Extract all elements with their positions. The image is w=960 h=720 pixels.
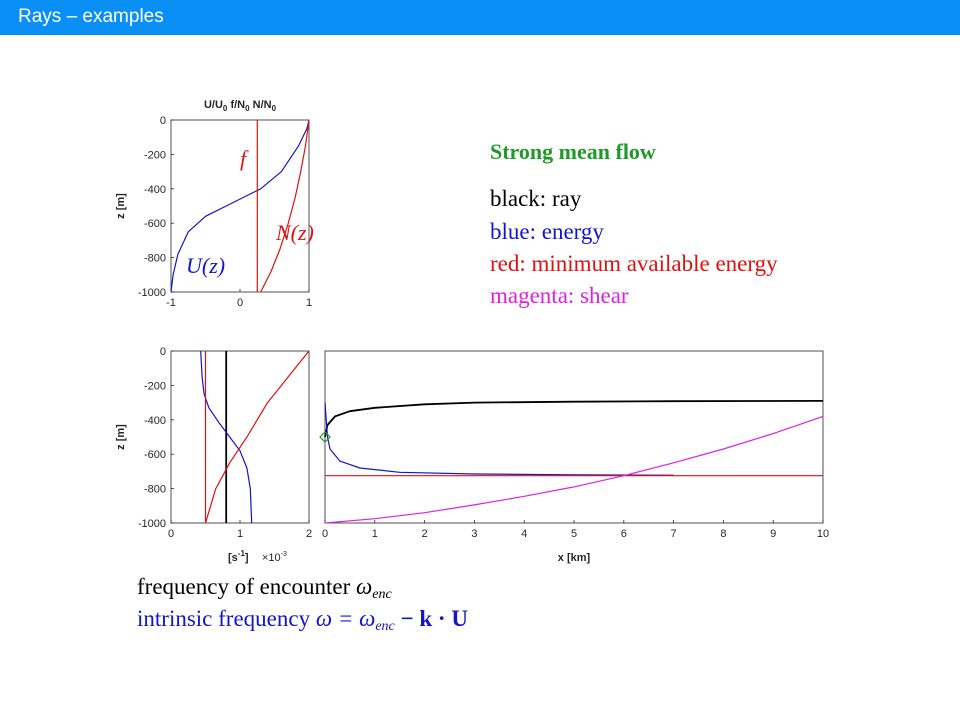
profiles-ytick-label: -200 [144, 149, 166, 161]
ray-path-xtick-label: 4 [521, 528, 527, 540]
frequencies-chart: 0 1 2 0 -200 -400 -600 -800 -1000 [138, 346, 312, 540]
ray-path-chart: 0 1 2 3 4 5 6 7 8 9 10 [319, 399, 829, 540]
frequencies-xtick-label: 1 [237, 528, 243, 540]
ray-path-xtick-label: 9 [770, 528, 776, 540]
frequencies-series-blue [200, 350, 253, 524]
annotation-N: N(z) [275, 220, 314, 245]
ray-path-xtick-label: 7 [671, 528, 677, 540]
profiles-ytick-label: -400 [144, 184, 166, 196]
legend-item-ray: black: ray [490, 186, 582, 211]
frequencies-ylabel: z [m] [115, 424, 127, 450]
frequencies-series-red-curve [204, 350, 310, 524]
ray-path-start-marker [319, 431, 331, 443]
frequencies-ytick-label: -600 [144, 449, 166, 461]
frequencies-ytick-label: -200 [144, 380, 166, 392]
profiles-chart: -1 0 1 0 -200 -400 -600 -800 -1000 [138, 115, 312, 309]
profiles-ytick-label: -800 [144, 253, 166, 265]
ray-path-series-black-ray [324, 399, 824, 438]
frequencies-exponent: ×10-3 [262, 551, 287, 564]
ray-xlabel: x [km] [558, 552, 591, 564]
title-bar: Rays – examples [0, 0, 960, 35]
legend-heading: Strong mean flow [490, 139, 656, 164]
profiles-ytick-label: 0 [160, 115, 166, 127]
annotation-U: U(z) [186, 253, 225, 278]
profiles-ytick-label: -600 [144, 218, 166, 230]
profiles-ytick-label: -1000 [138, 287, 166, 299]
profiles-series-n-z- [260, 119, 310, 293]
frequencies-xlabel: [s-1] [228, 549, 249, 564]
ray-path-xtick-label: 6 [621, 528, 627, 540]
legend-item-shear: magenta: shear [490, 283, 629, 308]
profiles-xtick-label: 1 [306, 297, 312, 309]
profiles-plot-frame [170, 119, 310, 293]
ray-path-xtick-label: 2 [422, 528, 428, 540]
legend-item-energy: blue: energy [490, 219, 604, 244]
caption-encounter-frequency: frequency of encounter ωenc [137, 574, 392, 602]
frequencies-xtick-label: 0 [168, 528, 174, 540]
caption-intrinsic-frequency: intrinsic frequency ω = ωenc − k · U [137, 606, 468, 634]
ray-path-series-blue-energy [324, 402, 674, 476]
profiles-ylabel: z [m] [115, 193, 127, 219]
profiles-series-u-z- [170, 119, 310, 293]
ray-path-xtick-label: 8 [720, 528, 726, 540]
ray-path-xtick-label: 0 [322, 528, 328, 540]
ray-path-xtick-label: 10 [817, 528, 829, 540]
page-title: Rays – examples [18, 6, 164, 27]
profiles-plot-title: U/U0 f/N0 N/N0 [204, 99, 277, 113]
frequencies-xtick-label: 2 [306, 528, 312, 540]
frequencies-ytick-label: 0 [160, 346, 166, 358]
ray-path-series-magenta-shear [324, 415, 824, 524]
ray-path-xtick-label: 5 [571, 528, 577, 540]
ray-plot-frame [324, 350, 824, 524]
annotation-f: f [240, 146, 249, 171]
frequencies-ytick-label: -400 [144, 415, 166, 427]
frequencies-ytick-label: -1000 [138, 518, 166, 530]
frequencies-ytick-label: -800 [144, 484, 166, 496]
ray-path-xtick-label: 3 [471, 528, 477, 540]
ray-path-xtick-label: 1 [372, 528, 378, 540]
profiles-xtick-label: -1 [166, 297, 176, 309]
legend-item-min-energy: red: minimum available energy [490, 251, 778, 276]
profiles-xtick-label: 0 [237, 297, 243, 309]
